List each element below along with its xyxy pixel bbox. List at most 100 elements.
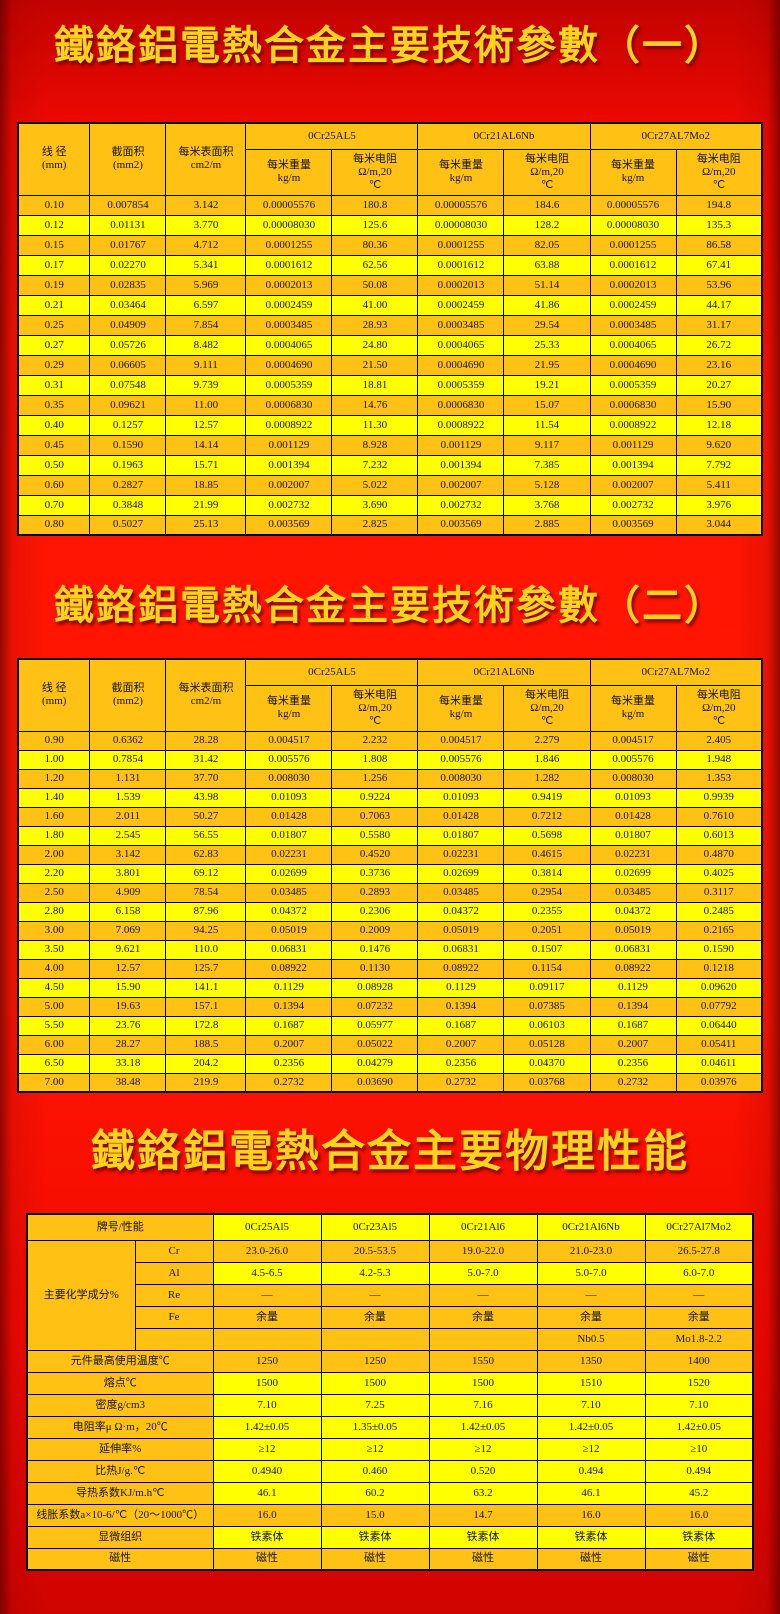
- table-cell: 1500: [212, 1371, 322, 1395]
- table-cell: 20.5-53.5: [320, 1239, 430, 1263]
- table-cell: 86.58: [675, 234, 763, 256]
- property-row: 磁性 磁性 磁性 磁性 磁性 磁性: [26, 1547, 754, 1571]
- table-cell: 0.0005359: [417, 374, 505, 396]
- table-row: 2.50 4.909 78.54 0.03485 0.2893 0.03485 0.2954…: [17, 882, 763, 903]
- table-cell: 0.0008922: [417, 414, 505, 436]
- table-row: 0.21 0.03464 6.597 0.0002459 41.00 0.0002459 4…: [17, 294, 763, 316]
- table-row: 2.80 6.158 87.96 0.04372 0.2306 0.04372 0.2355…: [17, 901, 763, 922]
- table-cell: 0.08928: [331, 977, 419, 998]
- table-cell: 0.07792: [675, 996, 763, 1017]
- table-cell: 80.36: [331, 234, 419, 256]
- table-cell: 0.007854: [89, 194, 167, 216]
- table-cell: 0.0004690: [245, 354, 333, 376]
- table-cell: 0.19: [17, 274, 91, 296]
- table-cell: 0.0005359: [589, 374, 677, 396]
- table-cell: 0.31: [17, 374, 91, 396]
- table-cell: —: [320, 1283, 430, 1307]
- table-cell: 0.4870: [675, 844, 763, 865]
- table-cell: 0.08922: [417, 958, 505, 979]
- alloy-group-header-0cr27al7mo2: 0Cr27AL7Mo2: [589, 658, 763, 686]
- header-subrow: 每米重量 kg/m 每米电阻 Ω/m,20 ℃ 每米重量 kg/m 每米电阻 Ω…: [18, 684, 763, 732]
- table-cell: 0.001129: [417, 434, 505, 456]
- table-cell: 1510: [536, 1371, 646, 1395]
- col-header-weight: 每米重量 kg/m: [589, 684, 677, 732]
- table-cell: 14.76: [331, 394, 419, 416]
- table-cell: 磁性: [428, 1547, 538, 1571]
- table-cell: 0.6362: [89, 730, 167, 751]
- table-cell: 0.1590: [675, 939, 763, 960]
- table-cell: 67.41: [675, 254, 763, 276]
- table-cell: 18.81: [331, 374, 419, 396]
- table-cell: 0.7212: [503, 806, 591, 827]
- table-cell: 51.14: [503, 274, 591, 296]
- table-cell: 50.27: [165, 806, 247, 827]
- table-cell: 0.2893: [331, 882, 419, 903]
- table-cell: 0.03464: [89, 294, 167, 316]
- table-cell: 43.98: [165, 787, 247, 808]
- table-cell: 0.04372: [417, 901, 505, 922]
- property-label: 导热系数KJ/m.h℃: [26, 1481, 214, 1505]
- table-cell: 12.57: [165, 414, 247, 436]
- col-header-resistance: 每米电阻 Ω/m,20 ℃: [503, 684, 591, 732]
- table-cell: 0.15: [17, 234, 91, 256]
- table-cell: 157.1: [165, 996, 247, 1017]
- table-cell: 0.2007: [245, 1034, 333, 1055]
- table-cell: 1.42±0.05: [428, 1415, 538, 1439]
- alloy-group-header-0cr25al5: 0Cr25AL5: [245, 658, 419, 686]
- table-row: 0.31 0.07548 9.739 0.0005359 18.81 0.0005359 1…: [17, 374, 763, 396]
- table-cell: 0.06440: [675, 1015, 763, 1036]
- table-cell: 0.2356: [417, 1053, 505, 1074]
- table-cell: 3.690: [331, 494, 419, 516]
- table-row: 7.00 38.48 219.9 0.2732 0.03690 0.2732 0.03768…: [17, 1072, 763, 1093]
- table-cell: 11.30: [331, 414, 419, 436]
- table-cell: 2.20: [17, 863, 91, 884]
- header-subrow: 每米重量 kg/m 每米电阻 Ω/m,20 ℃ 每米重量 kg/m 每米电阻 Ω…: [18, 148, 763, 196]
- table-cell: 6.158: [89, 901, 167, 922]
- property-label: 线胀系数a×10-6/℃（20～1000℃）: [26, 1503, 214, 1527]
- col-header-resistance: 每米电阻 Ω/m,20 ℃: [675, 148, 763, 196]
- table-cell: 0.25: [17, 314, 91, 336]
- table-cell: 0.0003485: [589, 314, 677, 336]
- table-cell: 24.80: [331, 334, 419, 356]
- table-cell: 0.40: [17, 414, 91, 436]
- table-cell: 28.28: [165, 730, 247, 751]
- table-cell: 0.09621: [89, 394, 167, 416]
- table-cell: 188.5: [165, 1034, 247, 1055]
- table-cell: Nb0.5: [536, 1327, 646, 1351]
- table-cell: 0.05977: [331, 1015, 419, 1036]
- table-cell: 3.044: [675, 514, 763, 536]
- header-row: 线 径 (mm) 截面积 (mm2) 每米表面积 cm2/m 0Cr25AL5 …: [17, 122, 763, 196]
- table-cell: 余量: [428, 1305, 538, 1329]
- table-cell: 0.1129: [589, 977, 677, 998]
- table-cell: 0.00005576: [417, 194, 505, 216]
- table-cell: 0.2356: [589, 1053, 677, 1074]
- table-cell: 1.35±0.05: [320, 1415, 430, 1439]
- table-cell: 0.1507: [503, 939, 591, 960]
- table-cell: 0.0008922: [245, 414, 333, 436]
- table-cell: 0.07548: [89, 374, 167, 396]
- table-row: 1.40 1.539 43.98 0.01093 0.9224 0.01093 0.9419…: [17, 787, 763, 808]
- table-cell: 0.520: [428, 1459, 538, 1483]
- table-cell: 18.85: [165, 474, 247, 496]
- table-cell: 172.8: [165, 1015, 247, 1036]
- table-cell: 82.05: [503, 234, 591, 256]
- chemistry-row: Al 4.5-6.5 4.2-5.3 5.0-7.0 5.0-7.0 6.0-7.0: [27, 1261, 754, 1285]
- table-cell: 15.07: [503, 394, 591, 416]
- table-cell: 2.825: [331, 514, 419, 536]
- table-cell: 12.57: [89, 958, 167, 979]
- table-cell: 0.002732: [417, 494, 505, 516]
- table-cell: 0.01093: [245, 787, 333, 808]
- table-cell: ≥12: [536, 1437, 646, 1461]
- table-row: 0.25 0.04909 7.854 0.0003485 28.93 0.0003485 2…: [17, 314, 763, 336]
- table-row: 0.35 0.09621 11.00 0.0006830 14.76 0.0006830 1…: [17, 394, 763, 416]
- table-cell: 15.90: [675, 394, 763, 416]
- col-header-weight: 每米重量 kg/m: [417, 684, 505, 732]
- table-cell: —: [536, 1283, 646, 1307]
- table-cell: 0.0002013: [589, 274, 677, 296]
- table-cell: 0.0002459: [417, 294, 505, 316]
- table-cell: 0.29: [17, 354, 91, 376]
- table-cell: 0.1394: [589, 996, 677, 1017]
- table-row: 0.45 0.1590 14.14 0.001129 8.928 0.001129 9.11…: [17, 434, 763, 456]
- table-row: 5.00 19.63 157.1 0.1394 0.07232 0.1394 0.07385…: [17, 996, 763, 1017]
- table-cell: 0.08922: [245, 958, 333, 979]
